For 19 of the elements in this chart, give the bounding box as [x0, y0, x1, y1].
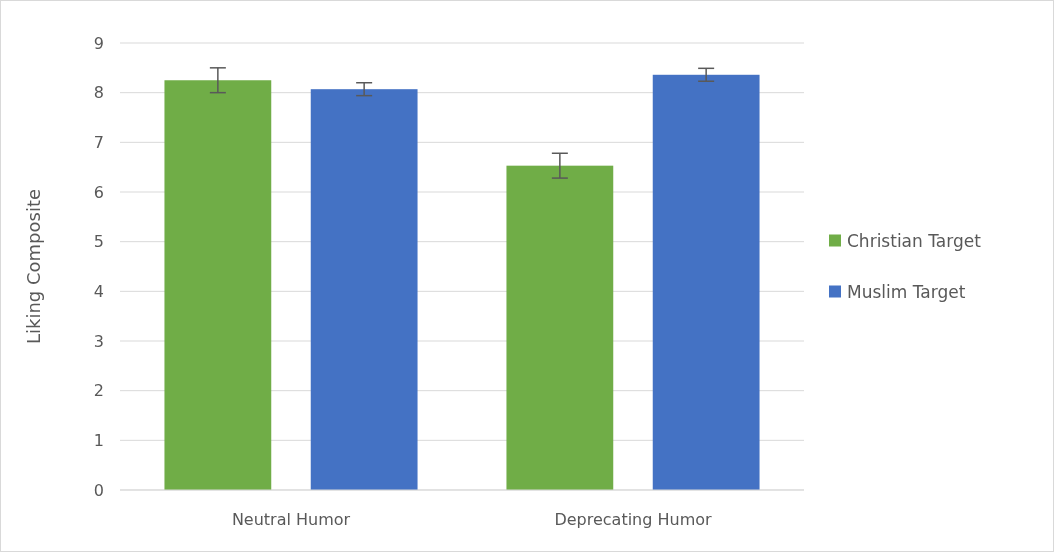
y-tick-label: 2: [93, 381, 104, 401]
bar: [310, 89, 418, 490]
y-tick-label: 4: [93, 281, 104, 301]
legend-label: Christian Target: [847, 230, 982, 251]
y-tick-label: 7: [93, 132, 104, 152]
y-axis-title: Liking Composite: [23, 188, 44, 345]
x-tick-label: Deprecating Humor: [554, 510, 713, 530]
bar: [506, 165, 614, 490]
legend-label: Muslim Target: [847, 281, 966, 302]
y-tick-label: 6: [93, 182, 104, 202]
y-tick-label: 0: [93, 480, 104, 500]
x-tick-label: Neutral Humor: [231, 510, 351, 530]
y-tick-label: 5: [93, 232, 104, 252]
y-tick-label: 1: [93, 430, 104, 450]
bar: [164, 80, 272, 490]
y-tick-label: 3: [93, 331, 104, 351]
y-tick-label: 9: [93, 33, 104, 53]
bar: [652, 74, 760, 490]
y-tick-label: 8: [93, 83, 104, 103]
